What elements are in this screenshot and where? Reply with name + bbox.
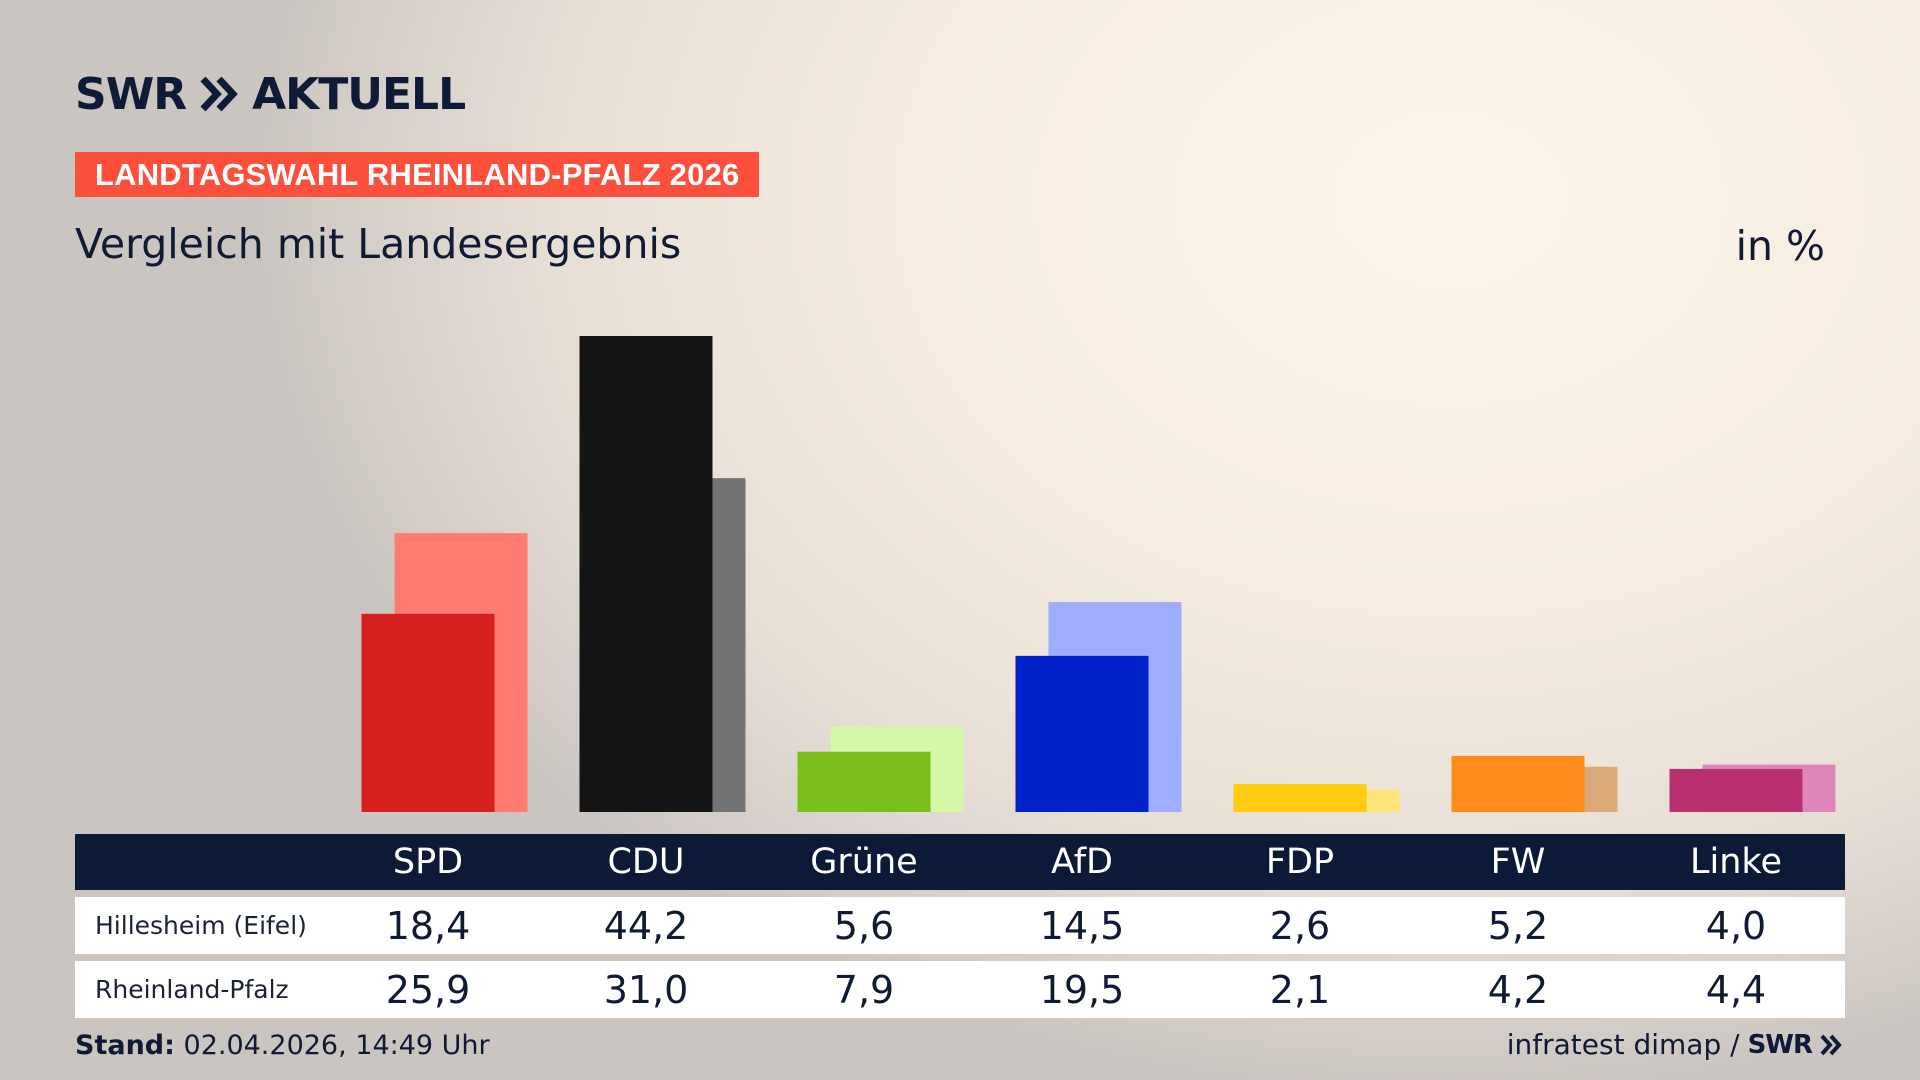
results-table: SPD CDU Grüne AfD FDP FW Linke Hillesheim (Eif…: [75, 834, 1845, 1018]
stand-label: Stand:: [75, 1030, 175, 1061]
party-label-gruene: Grüne: [810, 842, 918, 882]
source-brand: SWR: [1747, 1029, 1813, 1060]
value-afd-landes: 19,5: [1039, 967, 1125, 1012]
party-label-afd: AfD: [1051, 842, 1113, 882]
logo-product: AKTUELL: [252, 68, 466, 120]
row-label: Rheinland-Pfalz: [95, 975, 289, 1004]
party-label-cdu: CDU: [607, 842, 685, 882]
bar-gruene-gemeinde: [797, 751, 931, 812]
party-label-linke: Linke: [1690, 842, 1782, 882]
bar-fw-gemeinde: [1451, 756, 1585, 812]
value-fw-landes: 4,2: [1487, 967, 1549, 1012]
row-values: 25,9 31,0 7,9 19,5 2,1 4,2 4,4: [346, 961, 1845, 1018]
row-label: Hillesheim (Eifel): [95, 911, 307, 940]
bar-afd-gemeinde: [1015, 655, 1149, 812]
chart-title: Vergleich mit Landesergebnis: [75, 220, 682, 268]
party-label-spd: SPD: [392, 842, 464, 882]
party-label-fdp: FDP: [1265, 842, 1335, 882]
value-fdp-landes: 2,1: [1269, 967, 1331, 1012]
stand-value: 02.04.2026, 14:49 Uhr: [183, 1030, 490, 1061]
value-afd-gemeinde: 14,5: [1039, 903, 1125, 948]
value-cdu-gemeinde: 44,2: [603, 903, 689, 948]
value-gruene-gemeinde: 5,6: [833, 903, 895, 948]
value-fw-gemeinde: 5,2: [1487, 903, 1549, 948]
value-gruene-landes: 7,9: [833, 967, 895, 1012]
double-chevron-icon: [1820, 1034, 1842, 1055]
table-header: SPD CDU Grüne AfD FDP FW Linke: [75, 834, 1845, 890]
table-row: Rheinland-Pfalz 25,9 31,0 7,9 19,5 2,1 4,2 4,4: [75, 961, 1845, 1018]
bar-chart: [361, 336, 1836, 812]
value-linke-landes: 4,4: [1705, 967, 1767, 1012]
unit-label: in %: [1735, 222, 1825, 270]
source-text: infratest dimap /: [1506, 1028, 1740, 1061]
topic-badge: LANDTAGSWAHL RHEINLAND-PFALZ 2026: [75, 152, 760, 197]
value-cdu-landes: 31,0: [603, 967, 689, 1012]
source-credit: infratest dimap / SWR: [1507, 1028, 1842, 1061]
value-spd-gemeinde: 18,4: [385, 903, 471, 948]
bar-linke-gemeinde: [1669, 768, 1803, 812]
timestamp: Stand: 02.04.2026, 14:49 Uhr: [75, 1030, 490, 1061]
value-linke-gemeinde: 4,0: [1705, 903, 1767, 948]
bar-cdu-gemeinde: [579, 336, 713, 812]
party-headers: SPD CDU Grüne AfD FDP FW Linke: [346, 834, 1845, 890]
bar-fdp-gemeinde: [1233, 784, 1367, 812]
value-spd-landes: 25,9: [385, 967, 471, 1012]
swr-aktuell-logo: SWR AKTUELL: [75, 64, 466, 124]
bar-spd-gemeinde: [361, 613, 495, 812]
double-chevron-icon: [200, 76, 238, 112]
logo-brand: SWR: [75, 68, 187, 120]
value-fdp-gemeinde: 2,6: [1269, 903, 1331, 948]
party-label-fw: FW: [1490, 842, 1546, 882]
table-row: Hillesheim (Eifel) 18,4 44,2 5,6 14,5 2,6 5,2…: [75, 897, 1845, 954]
row-values: 18,4 44,2 5,6 14,5 2,6 5,2 4,0: [346, 897, 1845, 954]
